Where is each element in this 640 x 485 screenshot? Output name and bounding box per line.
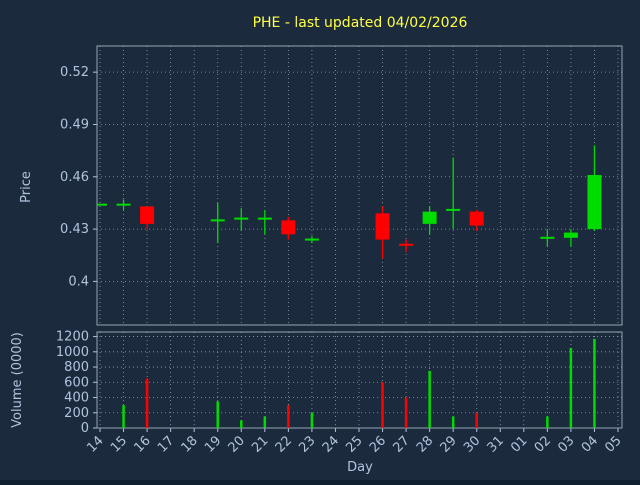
volume-tick-label: 0 xyxy=(81,421,89,436)
day-tick-label: 02 xyxy=(532,433,554,455)
day-tick-label: 29 xyxy=(438,433,460,455)
day-tick-label: 05 xyxy=(602,433,624,455)
volume-bar xyxy=(240,420,243,428)
day-tick-label: 20 xyxy=(226,433,248,455)
day-tick-label: 24 xyxy=(320,433,342,455)
candle-body-down xyxy=(281,220,296,235)
volume-tick-label: 800 xyxy=(64,360,89,375)
candle-body-down xyxy=(375,213,390,240)
day-tick-label: 16 xyxy=(131,433,153,455)
volume-bar xyxy=(569,348,573,428)
volume-bar xyxy=(546,416,549,428)
candle-body-up xyxy=(116,203,131,206)
day-tick-label: 25 xyxy=(343,433,365,455)
volume-bar xyxy=(145,378,149,428)
volume-bar xyxy=(287,405,290,428)
candlestick-plot xyxy=(97,145,602,259)
candle-body-up xyxy=(540,236,555,239)
candle-body-up xyxy=(257,217,272,220)
day-tick-label: 21 xyxy=(249,433,271,455)
tick-labels: 0.4 0.43 0.46 0.49 0.52 020040060080010001200… xyxy=(56,65,625,456)
price-tick-label: 0.49 xyxy=(60,117,89,132)
day-tick-label: 19 xyxy=(202,433,224,455)
volume-bar xyxy=(310,412,314,428)
price-tick-label: 0.52 xyxy=(60,65,89,80)
volume-plot xyxy=(122,338,596,428)
candle-body-up xyxy=(422,211,437,224)
day-tick-label: 22 xyxy=(273,433,295,455)
candle-body-up xyxy=(563,232,578,238)
candle-body-down xyxy=(140,206,155,224)
candle-body-down xyxy=(399,243,414,246)
candle-body-up xyxy=(234,217,249,220)
day-axis-label: Day xyxy=(347,460,373,475)
day-tick-label: 17 xyxy=(155,433,177,455)
volume-bar xyxy=(263,416,267,428)
day-tick-label: 31 xyxy=(485,433,507,455)
volume-bar xyxy=(216,401,219,428)
day-tick-label: 14 xyxy=(84,433,106,455)
volume-bar xyxy=(404,397,408,428)
volume-bar xyxy=(593,338,596,428)
volume-bar xyxy=(451,416,455,428)
chart-title: PHE - last updated 04/02/2026 xyxy=(253,15,468,31)
candle-body-up xyxy=(587,175,602,230)
candle-body-up xyxy=(210,219,225,222)
volume-axis-label: Volume (0000) xyxy=(10,332,25,428)
day-tick-label: 27 xyxy=(390,433,412,455)
axes-frames xyxy=(96,45,623,429)
day-tick-label: 03 xyxy=(555,433,577,455)
volume-tick-label: 600 xyxy=(64,375,89,390)
candle-body-up xyxy=(97,203,107,206)
candle-body-up xyxy=(304,238,319,241)
price-axis-label: Price xyxy=(19,171,34,203)
day-tick-label: 01 xyxy=(508,433,530,455)
volume-tick-label: 1000 xyxy=(56,345,89,360)
volume-bar xyxy=(381,382,384,428)
price-axes-frame xyxy=(96,45,623,326)
volume-tick-label: 200 xyxy=(64,406,89,421)
price-tick-label: 0.43 xyxy=(60,222,89,237)
day-tick-label: 28 xyxy=(414,433,436,455)
volume-bar xyxy=(475,412,478,428)
volume-tick-label: 400 xyxy=(64,391,89,406)
candle-body-down xyxy=(469,211,484,226)
candle-body-up xyxy=(446,208,461,211)
day-tick-label: 15 xyxy=(108,433,130,455)
day-tick-label: 26 xyxy=(367,433,389,455)
day-tick-label: 04 xyxy=(579,433,601,455)
volume-bar xyxy=(122,405,125,428)
price-tick-label: 0.46 xyxy=(60,170,89,185)
volume-axes-frame xyxy=(96,331,623,429)
volume-bar xyxy=(428,370,431,428)
volume-tick-label: 1200 xyxy=(56,330,89,345)
price-tick-label: 0.4 xyxy=(68,274,89,289)
day-tick-label: 23 xyxy=(296,433,318,455)
gridlines xyxy=(93,46,622,432)
day-tick-label: 18 xyxy=(179,433,201,455)
day-tick-label: 30 xyxy=(461,433,483,455)
